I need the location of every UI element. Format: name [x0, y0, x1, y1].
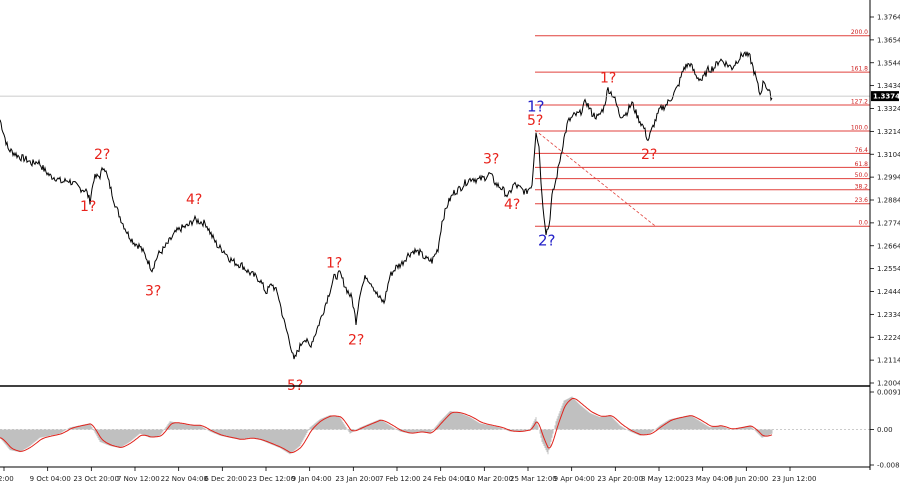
trend-line: [534, 129, 656, 227]
fib-level-label: 50.0: [855, 172, 869, 179]
wave-label: 2?: [641, 147, 657, 163]
time-tick-label: 9 Oct 04:00: [30, 475, 71, 483]
time-tick-label: 9 Apr 04:00: [554, 475, 595, 483]
time-tick-label: 23 May 04:00: [685, 475, 733, 483]
fib-level-label: 161.8: [851, 66, 868, 73]
fib-level-label: 0.0: [858, 220, 868, 227]
time-tick-label: 23 Jun 12:00: [772, 475, 816, 483]
price-tick-label: 1.3434: [877, 82, 900, 90]
fib-level-label: 100.0: [851, 124, 868, 131]
wave-label: 3?: [145, 283, 161, 299]
price-tick-label: 1.2554: [877, 265, 900, 273]
trend-line-layer: [534, 129, 656, 227]
time-tick-label: 8 May 12:00: [641, 475, 685, 483]
time-tick-label: 25 Mar 12:00: [510, 475, 557, 483]
price-tick-label: 1.3324: [877, 105, 900, 113]
price-series-layer: [0, 51, 773, 360]
wave-label: 2?: [94, 147, 110, 163]
price-series-line: [0, 51, 773, 360]
price-tick-label: 1.3764: [877, 14, 900, 22]
wave-label: 2?: [538, 232, 556, 250]
osc-tick-label: 0.00: [877, 426, 893, 434]
price-tick-label: 1.2664: [877, 242, 900, 250]
time-tick-label: 9 Jan 04:00: [292, 475, 332, 483]
price-tick-label: 1.3104: [877, 151, 900, 159]
time-tick-label: 23 Jan 20:00: [335, 475, 379, 483]
price-tick-label: 1.2444: [877, 288, 900, 296]
oscillator-panel: [0, 396, 870, 455]
fib-level-label: 61.8: [855, 161, 869, 168]
wave-labels: 2?1? 4?3?1?5?2?3?4?1?5?2?1?2?: [80, 70, 657, 394]
time-tick-label: 23 Dec 12:00: [248, 475, 295, 483]
time-tick-label: 23 Oct 20:00: [73, 475, 119, 483]
price-tick-label: 1.2004: [877, 380, 900, 388]
time-tick-label: 6 Dec 20:00: [204, 475, 247, 483]
fib-level-label: 38.2: [855, 183, 869, 190]
time-tick-label: 23 Apr 20:00: [597, 475, 643, 483]
price-tick-label: 1.2884: [877, 197, 900, 205]
fib-level-label: 23.6: [855, 197, 869, 204]
current-price-layer: 1.3374: [0, 91, 900, 102]
fib-levels: 200.0 161.8 127.2 100.0 76.4 61.8 50.0 38.2 23.6…: [535, 29, 870, 227]
time-tick-label: 6 Jun 20:00: [728, 475, 768, 483]
time-tick-label: 7 Feb 12:00: [379, 475, 420, 483]
price-tick-label: 1.2994: [877, 174, 900, 182]
price-tick-label: 1.3214: [877, 128, 900, 136]
wave-label: 3?: [483, 151, 499, 167]
wave-label: 1?: [600, 70, 616, 86]
time-tick-label: 22 Nov 04:00: [161, 475, 208, 483]
price-tick-label: 1.2334: [877, 311, 900, 319]
price-tick-label: 1.3654: [877, 36, 900, 44]
fib-level-label: 200.0: [851, 29, 868, 36]
osc-signal-line: [0, 397, 773, 454]
osc-tick-label: -0.00862: [877, 462, 900, 470]
fib-level-label: 76.4: [855, 147, 869, 154]
wave-label: 1?: [326, 255, 342, 271]
wave-label: 4?: [504, 197, 520, 213]
wave-label: 1?: [80, 199, 96, 215]
wave-label: 2?: [348, 332, 364, 348]
wave-label: 4?: [186, 192, 202, 208]
price-tick-label: 1.2224: [877, 334, 900, 342]
time-tick-label: 7 Nov 12:00: [117, 475, 160, 483]
fib-level-label: 127.2: [851, 98, 868, 105]
wave-label: 1?: [527, 97, 545, 115]
current-price-text: 1.3374: [873, 93, 900, 101]
price-tick-label: 1.2774: [877, 219, 900, 227]
time-tick-label: 2:00: [0, 475, 14, 483]
price-tick-label: 1.2114: [877, 357, 900, 365]
current-price-tag: [871, 91, 899, 102]
price-tick-label: 1.3544: [877, 59, 900, 67]
wave-label: 5?: [527, 113, 543, 129]
time-tick-label: 10 Mar 20:00: [466, 475, 513, 483]
time-tick-label: 24 Feb 04:00: [423, 475, 469, 483]
